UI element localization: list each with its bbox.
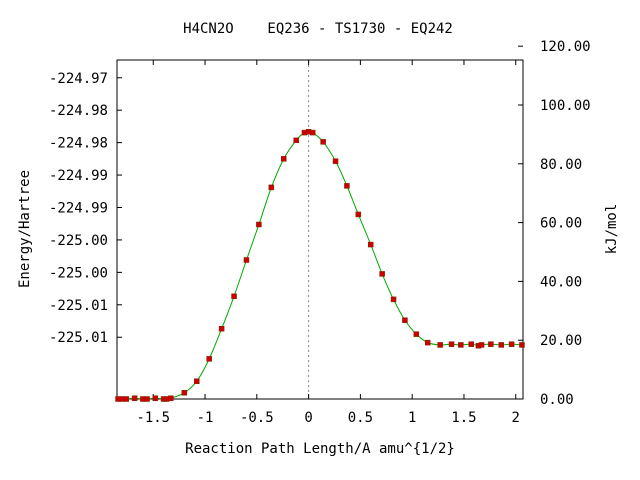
data-point	[437, 342, 443, 348]
y-axis-label: Energy/Hartree	[17, 170, 33, 288]
chart-title: H4CN2O EQ236 - TS1730 - EQ242	[183, 21, 453, 37]
data-point	[344, 183, 350, 189]
data-point	[508, 341, 515, 347]
data-point	[478, 342, 485, 348]
y-tick-label: -224.99	[49, 200, 108, 216]
x-tick-label: 2	[512, 410, 520, 426]
data-point	[390, 296, 397, 303]
y2-tick-label: 20.00	[540, 333, 582, 349]
data-point	[424, 339, 431, 346]
data-point	[218, 325, 225, 332]
y-tick-label: -224.97	[49, 71, 108, 87]
data-point	[194, 378, 200, 384]
y2-axis-ticks: 0.00 20.00 40.00 60.00 80.00 100.00 120.00	[518, 39, 591, 408]
series-points	[115, 129, 525, 402]
x-tick-label: 1.5	[451, 410, 476, 426]
plot-frame	[116, 59, 524, 400]
data-point	[519, 342, 525, 348]
data-point	[231, 293, 237, 300]
data-point	[402, 317, 408, 323]
data-point	[152, 395, 159, 401]
y-tick-label: -224.99	[49, 168, 108, 184]
x-axis-label: Reaction Path Length/A amu^{1/2}	[185, 441, 455, 457]
y-tick-label: -224.98	[49, 103, 108, 119]
series-line	[118, 131, 522, 400]
data-point	[448, 341, 455, 347]
x-axis-ticks: -1.5 -1 -0.5 0 0.5 1 1.5 2	[136, 60, 520, 426]
data-point	[243, 257, 250, 263]
x-tick-label: 1	[408, 410, 416, 426]
y2-tick-label: 60.00	[540, 216, 582, 232]
data-point	[256, 221, 262, 228]
y-tick-label: -225.00	[49, 265, 108, 281]
data-point	[413, 331, 420, 337]
data-point	[206, 356, 212, 362]
x-tick-label: 0	[304, 410, 312, 426]
data-point	[458, 342, 464, 348]
data-point	[355, 211, 362, 218]
data-point	[332, 158, 339, 164]
x-tick-label: -0.5	[240, 410, 274, 426]
x-tick-label: 0.5	[348, 410, 373, 426]
data-point	[468, 341, 474, 347]
y2-tick-label: 120.00	[540, 39, 591, 55]
x-tick-label: -1	[197, 410, 214, 426]
data-point	[281, 156, 287, 162]
data-point	[320, 139, 326, 145]
x-tick-label: -1.5	[136, 410, 170, 426]
y2-axis-label: kJ/mol	[604, 204, 620, 255]
data-point	[488, 341, 494, 347]
data-point	[144, 396, 150, 402]
data-point	[368, 241, 374, 248]
y-tick-label: -225.01	[49, 298, 108, 314]
y2-tick-label: 100.00	[540, 98, 591, 114]
y-tick-label: -225.00	[49, 233, 108, 249]
y2-tick-label: 80.00	[540, 157, 582, 173]
y-axis-ticks: -224.97 -224.98 -224.98 -224.99 -224.99 -225.…	[49, 71, 122, 346]
data-point	[268, 184, 275, 191]
data-point	[181, 390, 188, 396]
data-point	[310, 129, 316, 136]
data-point	[379, 271, 385, 277]
y-tick-label: -224.98	[49, 136, 108, 152]
data-point	[293, 137, 299, 144]
data-point	[498, 342, 504, 348]
y2-tick-label: 0.00	[540, 392, 574, 408]
data-point	[168, 395, 174, 401]
data-point	[131, 395, 138, 401]
y2-tick-label: 40.00	[540, 274, 582, 290]
data-point	[123, 396, 130, 402]
y-tick-label: -225.01	[49, 330, 108, 346]
